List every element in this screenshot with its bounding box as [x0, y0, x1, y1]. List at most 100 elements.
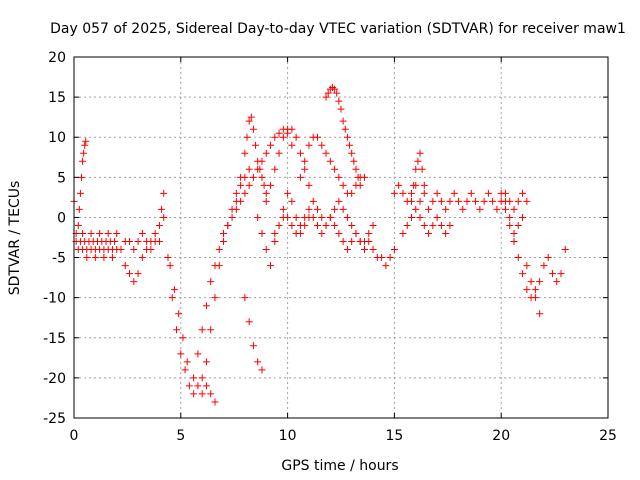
data-point [407, 197, 415, 205]
data-point [399, 189, 407, 197]
data-point [254, 213, 262, 221]
data-point [352, 181, 360, 189]
data-point [510, 238, 518, 246]
data-point [83, 254, 91, 262]
data-point [237, 173, 245, 181]
data-point [155, 221, 163, 229]
data-point [207, 326, 215, 334]
series-rise-1 [190, 125, 296, 382]
data-point [437, 221, 445, 229]
data-point [202, 358, 210, 366]
data-point [249, 173, 257, 181]
data-point [243, 133, 251, 141]
data-point [425, 205, 433, 213]
data-point [190, 390, 198, 398]
data-point [185, 382, 193, 390]
data-point [232, 197, 240, 205]
data-point [322, 93, 330, 101]
data-point [343, 213, 351, 221]
data-point [138, 254, 146, 262]
data-point [335, 197, 343, 205]
data-point [271, 165, 279, 173]
data-point [365, 238, 373, 246]
data-point [292, 133, 300, 141]
data-point [416, 149, 424, 157]
series-waves-11 [296, 133, 368, 197]
data-point [501, 197, 509, 205]
data-point [82, 137, 90, 145]
data-point [326, 213, 334, 221]
data-point [390, 189, 398, 197]
data-point [459, 205, 467, 213]
data-point [279, 205, 287, 213]
data-point [506, 213, 514, 221]
data-point [143, 246, 151, 254]
data-point [501, 205, 509, 213]
data-point [350, 157, 358, 165]
data-point [437, 197, 445, 205]
data-point [91, 254, 99, 262]
data-point [254, 358, 262, 366]
data-point [348, 189, 356, 197]
data-point [343, 246, 351, 254]
data-point [356, 238, 364, 246]
data-point [326, 157, 334, 165]
chart-title: Day 057 of 2025, Sidereal Day-to-day VTE… [50, 21, 626, 37]
data-point [288, 221, 296, 229]
data-point [224, 221, 232, 229]
data-point [279, 133, 287, 141]
data-point [262, 246, 270, 254]
data-point [489, 197, 497, 205]
data-point [341, 125, 349, 133]
data-point [557, 270, 565, 278]
data-point [232, 189, 240, 197]
data-point [111, 238, 119, 246]
data-point [194, 382, 202, 390]
data-point [181, 366, 189, 374]
data-point [335, 173, 343, 181]
data-point [536, 278, 544, 286]
data-point [510, 229, 518, 237]
data-point [399, 229, 407, 237]
y-tick-label: -20 [43, 371, 66, 387]
data-point [548, 270, 556, 278]
data-point [335, 229, 343, 237]
data-point [237, 181, 245, 189]
data-point [322, 221, 330, 229]
data-point [514, 221, 522, 229]
data-point [382, 262, 390, 270]
data-point [531, 294, 539, 302]
data-point [126, 238, 134, 246]
data-point [104, 229, 112, 237]
data-point [164, 254, 172, 262]
data-point [262, 149, 270, 157]
data-point [420, 181, 428, 189]
data-point [202, 302, 210, 310]
data-point [425, 229, 433, 237]
data-point [104, 246, 112, 254]
data-point [420, 221, 428, 229]
data-point [260, 181, 268, 189]
data-point [446, 221, 454, 229]
data-point [305, 205, 313, 213]
data-point [314, 205, 322, 213]
data-point [245, 117, 253, 125]
data-point [211, 398, 219, 406]
data-point [433, 213, 441, 221]
data-point [275, 221, 283, 229]
series-early-cluster [70, 197, 163, 254]
data-point [76, 189, 84, 197]
series-afternoon [390, 181, 531, 213]
x-tick-label: 10 [279, 428, 297, 444]
data-point [414, 157, 422, 165]
data-point [318, 229, 326, 237]
data-point [207, 390, 215, 398]
data-point [369, 246, 377, 254]
y-axis-label: SDTVAR / TECUs [7, 181, 23, 296]
data-point [301, 157, 309, 165]
data-point [183, 358, 191, 366]
data-point [215, 246, 223, 254]
data-point [198, 374, 206, 382]
data-point [292, 213, 300, 221]
series-mid-spread [254, 189, 313, 270]
